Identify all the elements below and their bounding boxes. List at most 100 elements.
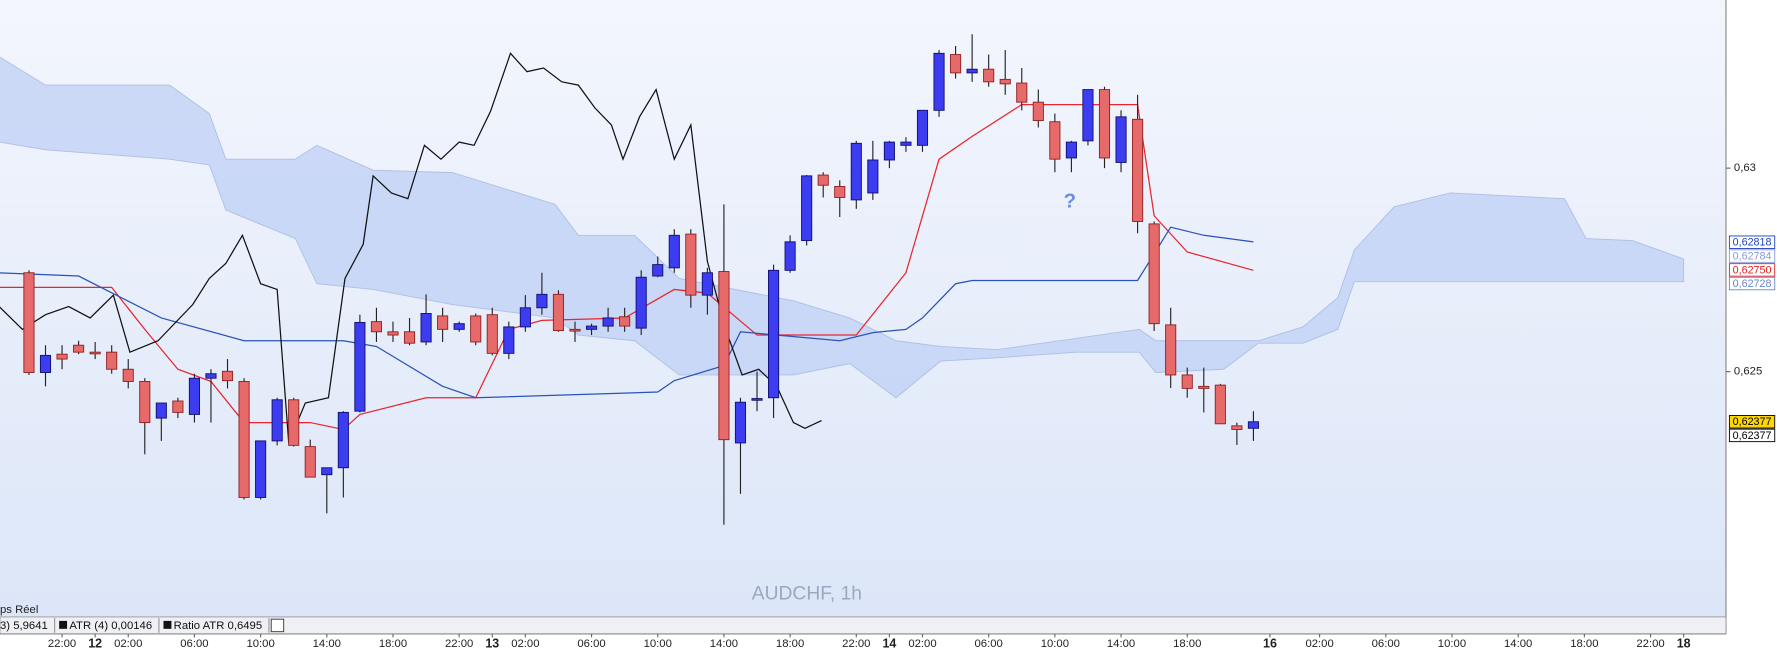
- x-tick-label: 14:00: [710, 638, 738, 650]
- candle-body: [1016, 82, 1028, 103]
- candle-body: [288, 399, 300, 446]
- price-label: 0,62377: [1733, 416, 1772, 428]
- x-tick-label: 14:00: [1107, 638, 1135, 650]
- candle-body: [668, 234, 680, 269]
- candle-body: [304, 446, 316, 478]
- x-tick-label: 14:00: [1504, 638, 1532, 650]
- x-tick-label: 14:00: [313, 638, 341, 650]
- price-label-box: [1728, 415, 1776, 429]
- x-tick-label: 06:00: [975, 638, 1003, 650]
- candle-body: [73, 344, 85, 353]
- indicator-text: 3) 5,9641: [0, 620, 48, 632]
- candle-body: [602, 317, 614, 327]
- candle-body: [205, 373, 217, 379]
- candle-body: [255, 440, 267, 498]
- text-layer: AUDCHF, 1h ? ps Réel 0,63 0,625 22:00 12 02:…: [0, 162, 1776, 650]
- x-tick-label: 10:00: [644, 638, 672, 650]
- x-tick-label: 02:00: [114, 638, 142, 650]
- candle-body: [635, 276, 647, 329]
- price-label: 0,62818: [1733, 237, 1772, 249]
- price-label-box: [1728, 263, 1776, 277]
- x-tick-label: 22:00: [445, 638, 473, 650]
- price-label-box: [1728, 428, 1776, 443]
- price-label: 0,62377: [1733, 430, 1772, 442]
- candle-body: [387, 331, 399, 336]
- candle-body: [867, 159, 879, 194]
- x-tick-label: 02:00: [908, 638, 936, 650]
- candle-body: [1098, 89, 1111, 159]
- x-tick-label: 06:00: [180, 638, 208, 650]
- candle-body: [585, 325, 598, 330]
- candle-body: [221, 370, 234, 382]
- price-axis-panel: [1726, 0, 1777, 651]
- candle-body: [801, 175, 813, 242]
- candle-body: [337, 411, 349, 469]
- candle-body: [1032, 101, 1044, 121]
- candle-body: [966, 68, 978, 74]
- x-tick-label: 18:00: [379, 638, 407, 650]
- candle-body: [271, 399, 283, 442]
- candle-body: [1247, 421, 1259, 429]
- candle-body: [652, 264, 664, 277]
- candle-body: [685, 233, 697, 296]
- x-tick-label: 16: [1263, 636, 1277, 650]
- price-label-box: [1728, 276, 1776, 291]
- candle-body: [370, 321, 382, 333]
- candle-body: [999, 78, 1011, 85]
- y-tick-label: 0,625: [1734, 366, 1762, 378]
- indicator-icon: [163, 620, 172, 629]
- candle-body: [122, 368, 134, 382]
- candle-body: [89, 351, 101, 355]
- candle-body: [1082, 89, 1094, 142]
- candle-body: [56, 353, 68, 360]
- indicator-text: ATR (4) 0,00146: [69, 620, 152, 632]
- candle-body: [470, 315, 482, 343]
- candle-body: [850, 142, 862, 201]
- candle-body: [1165, 324, 1177, 376]
- candle-body: [420, 313, 432, 343]
- annotation: ?: [1064, 191, 1076, 213]
- candle-body: [39, 354, 52, 373]
- candle-body: [486, 314, 498, 354]
- x-tick-label: 02:00: [1305, 638, 1333, 650]
- candle-body: [503, 326, 515, 354]
- candle-body: [321, 467, 333, 476]
- price-label: 0,62728: [1733, 278, 1772, 290]
- candle-body: [188, 377, 200, 415]
- indicator-line: [0, 104, 1254, 431]
- restore-button[interactable]: [270, 618, 285, 633]
- price-label: 0,62784: [1733, 250, 1772, 262]
- lines-layer: [0, 52, 1254, 444]
- candle-body: [1065, 141, 1077, 159]
- watermark-title: AUDCHF, 1h: [752, 583, 862, 604]
- candle-body: [933, 52, 945, 111]
- candle-body: [1231, 425, 1243, 430]
- price-label-box: [1728, 235, 1776, 249]
- candle-body: [1115, 116, 1127, 163]
- candle-body: [734, 401, 747, 444]
- candle-body: [950, 54, 962, 74]
- x-tick-label: 02:00: [511, 638, 539, 650]
- candle-body: [569, 328, 581, 332]
- candle-body: [354, 321, 366, 412]
- x-tick-label: 18:00: [1570, 638, 1598, 650]
- x-tick-label: 18:00: [776, 638, 804, 650]
- x-tick-label: 22:00: [48, 638, 76, 650]
- candle-body: [1198, 385, 1210, 389]
- x-tick-label: 14: [882, 636, 896, 650]
- candle-body: [238, 381, 250, 498]
- candle-body: [1214, 384, 1226, 425]
- candle-body: [1132, 118, 1144, 222]
- candle-body: [768, 269, 780, 399]
- candles-layer: [23, 34, 1259, 525]
- time-axis-panel: [0, 633, 1777, 651]
- candle-body: [883, 141, 895, 161]
- candle-body: [106, 351, 118, 370]
- candle-body: [983, 68, 995, 83]
- candle-body: [155, 402, 167, 419]
- candle-body: [751, 398, 763, 401]
- candle-body: [1181, 374, 1193, 389]
- x-tick-label: 22:00: [1636, 638, 1664, 650]
- x-tick-label: 10:00: [246, 638, 274, 650]
- price-label-box: [1728, 249, 1776, 263]
